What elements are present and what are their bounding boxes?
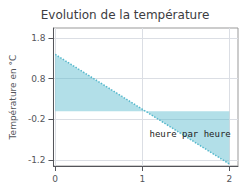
svg-text:heure par heure: heure par heure xyxy=(149,129,230,139)
svg-text:1.8: 1.8 xyxy=(31,33,46,43)
svg-text:-1.2: -1.2 xyxy=(28,155,46,165)
svg-text:0: 0 xyxy=(52,174,58,184)
svg-text:2: 2 xyxy=(226,174,232,184)
svg-text:-0.2: -0.2 xyxy=(28,114,46,124)
svg-text:Température en °C: Température en °C xyxy=(8,55,18,141)
svg-text:Evolution de la température: Evolution de la température xyxy=(41,8,210,22)
svg-text:1: 1 xyxy=(139,174,145,184)
svg-text:0.8: 0.8 xyxy=(31,74,46,84)
